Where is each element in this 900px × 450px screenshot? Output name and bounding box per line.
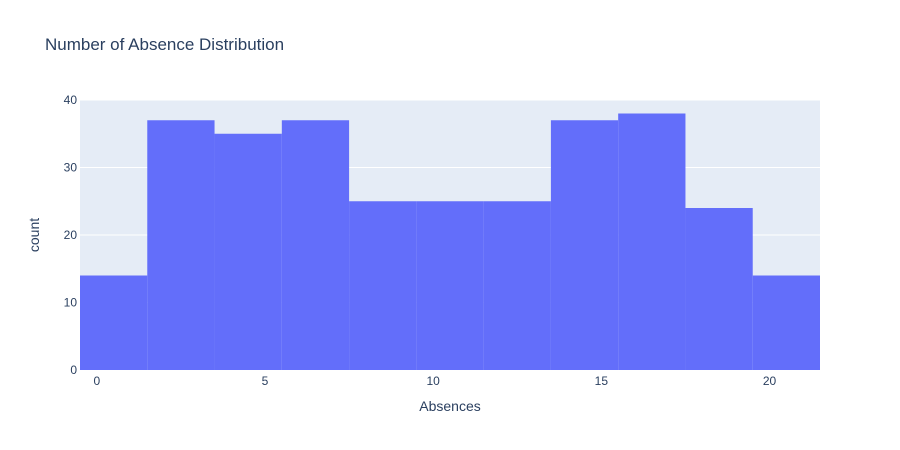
x-tick-labels: 0 5 10 15 20 (93, 374, 776, 388)
histogram-bar[interactable] (483, 201, 551, 370)
y-tick-label: 10 (64, 296, 78, 310)
bars (80, 113, 820, 371)
y-tick-labels: 0 10 20 30 40 (64, 93, 78, 377)
histogram-bar[interactable] (281, 120, 350, 370)
x-tick-label: 5 (262, 374, 269, 388)
x-tick-label: 10 (427, 374, 441, 388)
histogram-bar[interactable] (147, 120, 215, 370)
histogram-bar[interactable] (416, 201, 484, 370)
y-axis-title: count (26, 218, 42, 252)
y-tick-label: 40 (64, 93, 78, 107)
histogram-bar[interactable] (80, 275, 148, 371)
y-tick-label: 20 (64, 228, 78, 242)
histogram-bar[interactable] (618, 113, 686, 371)
histogram-bar[interactable] (752, 275, 820, 371)
y-tick-label: 0 (70, 363, 77, 377)
histogram-bar[interactable] (349, 201, 417, 370)
x-tick-label: 15 (595, 374, 609, 388)
chart-title: Number of Absence Distribution (45, 35, 284, 54)
histogram-bar[interactable] (214, 133, 282, 370)
x-axis-title: Absences (419, 398, 480, 414)
x-tick-label: 0 (93, 374, 100, 388)
x-tick-label: 20 (763, 374, 777, 388)
histogram-bar[interactable] (550, 120, 619, 370)
histogram-bar[interactable] (685, 208, 753, 370)
y-tick-label: 30 (64, 161, 78, 175)
